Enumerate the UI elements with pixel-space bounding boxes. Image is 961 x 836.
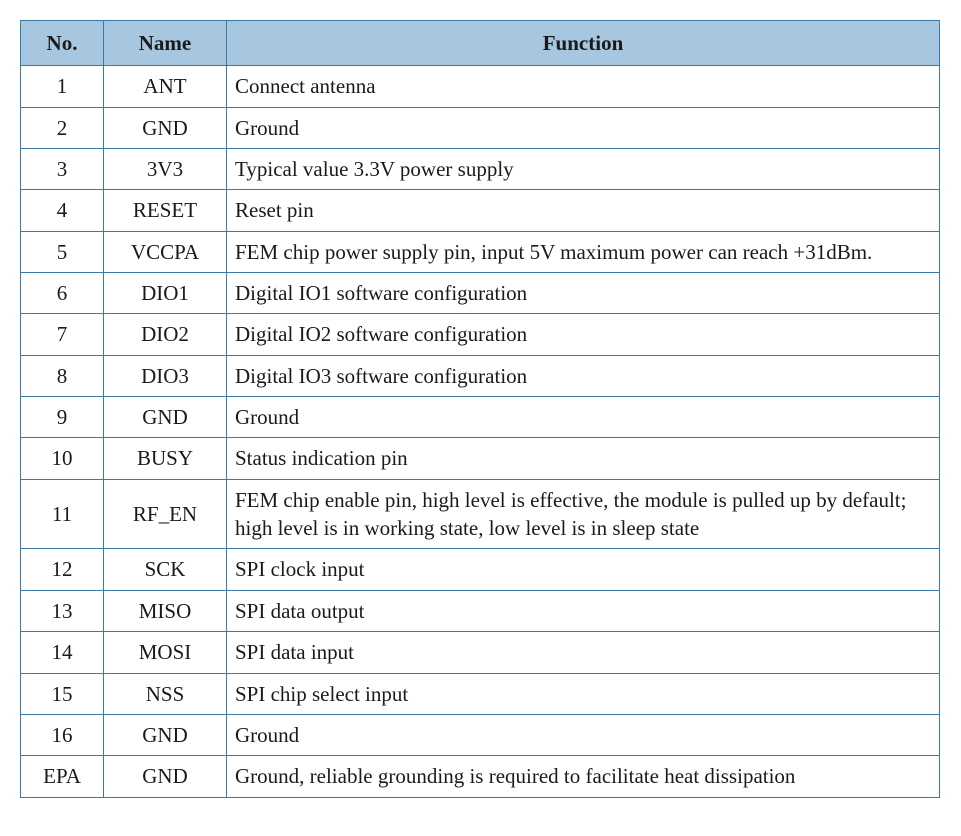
cell-no: 12 (21, 549, 104, 590)
cell-name: GND (104, 756, 227, 797)
table-row: 11RF_ENFEM chip enable pin, high level i… (21, 479, 940, 549)
cell-function: Ground, reliable grounding is required t… (227, 756, 940, 797)
cell-name: NSS (104, 673, 227, 714)
cell-function: Ground (227, 397, 940, 438)
cell-function: Status indication pin (227, 438, 940, 479)
cell-name: RF_EN (104, 479, 227, 549)
cell-no: 8 (21, 355, 104, 396)
cell-no: 1 (21, 66, 104, 107)
cell-function: Connect antenna (227, 66, 940, 107)
col-header-name: Name (104, 21, 227, 66)
table-row: 10BUSYStatus indication pin (21, 438, 940, 479)
cell-function: Digital IO3 software configuration (227, 355, 940, 396)
cell-name: DIO1 (104, 273, 227, 314)
table-header-row: No. Name Function (21, 21, 940, 66)
table-row: 13MISOSPI data output (21, 590, 940, 631)
cell-name: VCCPA (104, 231, 227, 272)
cell-name: GND (104, 107, 227, 148)
table-row: 1ANTConnect antenna (21, 66, 940, 107)
table-row: 6DIO1Digital IO1 software configuration (21, 273, 940, 314)
cell-name: MOSI (104, 632, 227, 673)
cell-no: 16 (21, 714, 104, 755)
cell-no: 7 (21, 314, 104, 355)
cell-name: SCK (104, 549, 227, 590)
cell-no: 11 (21, 479, 104, 549)
cell-no: 14 (21, 632, 104, 673)
table-row: 33V3Typical value 3.3V power supply (21, 149, 940, 190)
cell-name: DIO2 (104, 314, 227, 355)
cell-no: EPA (21, 756, 104, 797)
table-row: 16GNDGround (21, 714, 940, 755)
cell-name: RESET (104, 190, 227, 231)
cell-name: GND (104, 397, 227, 438)
cell-function: Digital IO1 software configuration (227, 273, 940, 314)
col-header-function: Function (227, 21, 940, 66)
table-row: 14MOSISPI data input (21, 632, 940, 673)
cell-name: GND (104, 714, 227, 755)
cell-no: 4 (21, 190, 104, 231)
table-row: 15NSSSPI chip select input (21, 673, 940, 714)
cell-name: ANT (104, 66, 227, 107)
table-row: 12SCKSPI clock input (21, 549, 940, 590)
cell-function: SPI clock input (227, 549, 940, 590)
cell-name: MISO (104, 590, 227, 631)
cell-function: Typical value 3.3V power supply (227, 149, 940, 190)
table-row: 5VCCPAFEM chip power supply pin, input 5… (21, 231, 940, 272)
cell-no: 13 (21, 590, 104, 631)
cell-function: SPI data input (227, 632, 940, 673)
col-header-no: No. (21, 21, 104, 66)
cell-function: SPI chip select input (227, 673, 940, 714)
cell-no: 15 (21, 673, 104, 714)
cell-function: FEM chip enable pin, high level is effec… (227, 479, 940, 549)
cell-function: Ground (227, 107, 940, 148)
cell-no: 2 (21, 107, 104, 148)
cell-no: 3 (21, 149, 104, 190)
table-row: 9GNDGround (21, 397, 940, 438)
table-row: 2GNDGround (21, 107, 940, 148)
cell-function: Digital IO2 software configuration (227, 314, 940, 355)
table-row: 8DIO3Digital IO3 software configuration (21, 355, 940, 396)
cell-no: 9 (21, 397, 104, 438)
cell-function: Ground (227, 714, 940, 755)
pin-table: No. Name Function 1ANTConnect antenna2GN… (20, 20, 940, 798)
cell-function: SPI data output (227, 590, 940, 631)
cell-no: 6 (21, 273, 104, 314)
cell-name: 3V3 (104, 149, 227, 190)
table-row: 7DIO2Digital IO2 software configuration (21, 314, 940, 355)
cell-no: 5 (21, 231, 104, 272)
table-row: 4RESETReset pin (21, 190, 940, 231)
table-row: EPAGNDGround, reliable grounding is requ… (21, 756, 940, 797)
cell-name: DIO3 (104, 355, 227, 396)
cell-name: BUSY (104, 438, 227, 479)
table-body: 1ANTConnect antenna2GNDGround33V3Typical… (21, 66, 940, 797)
cell-function: Reset pin (227, 190, 940, 231)
cell-no: 10 (21, 438, 104, 479)
cell-function: FEM chip power supply pin, input 5V maxi… (227, 231, 940, 272)
